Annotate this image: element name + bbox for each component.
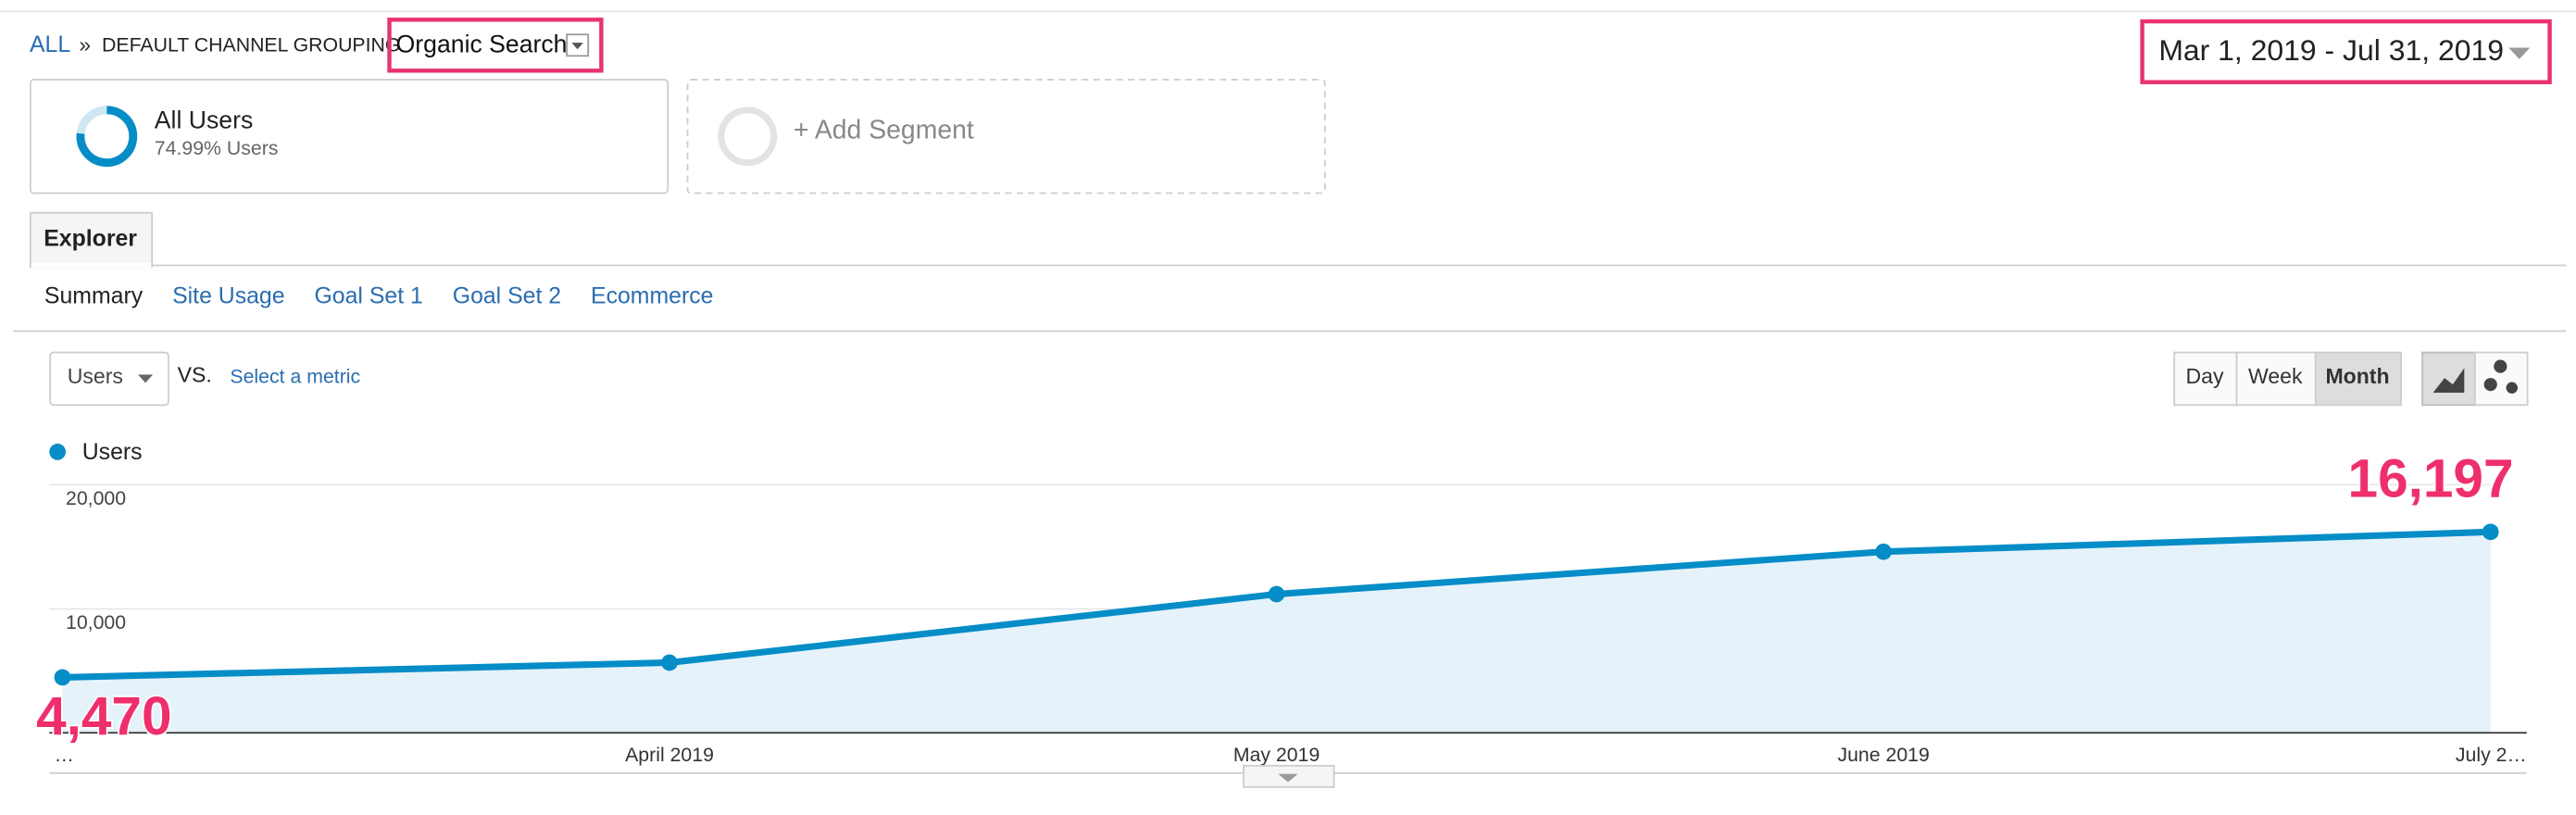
- subtab[interactable]: Ecommerce: [591, 284, 713, 309]
- x-tick-label: July 2…: [2456, 744, 2527, 766]
- breadcrumb-sep: »: [79, 32, 91, 56]
- line-chart-button[interactable]: [2421, 351, 2476, 407]
- period-button[interactable]: [2314, 351, 2402, 407]
- area: [62, 532, 2491, 734]
- highlight-box: [2140, 19, 2552, 84]
- motion-icon: [2506, 382, 2518, 394]
- subtab: Summary: [44, 284, 144, 309]
- subtab[interactable]: Goal Set 1: [314, 284, 422, 309]
- legend-swatch: [49, 444, 66, 460]
- point: [54, 669, 71, 686]
- tab-label: Explorer: [44, 227, 137, 252]
- subtab[interactable]: Goal Set 2: [453, 284, 561, 309]
- period-button[interactable]: [2235, 351, 2317, 407]
- add-segment-circle: [718, 107, 778, 167]
- metric-arrow: [138, 374, 154, 383]
- value-label: 4,470: [36, 686, 171, 746]
- period-button[interactable]: [2173, 351, 2238, 407]
- chart: Users 10,000 20,000 … April 2019 May 2019 June…: [34, 440, 2527, 766]
- value-label: 16,197: [2348, 449, 2514, 509]
- breadcrumb-root[interactable]: ALL: [30, 32, 70, 57]
- y-tick-label: 20,000: [66, 487, 126, 509]
- period-buttons: Day Week Month: [2173, 351, 2402, 407]
- date-arrow: [2508, 47, 2531, 59]
- date-range[interactable]: Mar 1, 2019 - Jul 31, 2019: [2158, 33, 2504, 67]
- point: [2482, 523, 2499, 541]
- metric-label: Users: [68, 364, 123, 388]
- y-tick-label: 10,000: [66, 611, 126, 633]
- point: [661, 654, 678, 671]
- highlight-box: [387, 18, 604, 73]
- x-tick-label: June 2019: [1837, 744, 1929, 766]
- select-metric[interactable]: Select a metric: [230, 366, 360, 388]
- add-segment-card[interactable]: [686, 79, 1326, 194]
- grouping-select[interactable]: Organic Search: [396, 31, 568, 58]
- x-tick-label: April 2019: [625, 744, 714, 766]
- breadcrumb-grouping: DEFAULT CHANNEL GROUPING: [102, 33, 400, 56]
- subtabs: Summary Site Usage Goal Set 1 Goal Set 2 Eco…: [44, 284, 714, 309]
- add-segment[interactable]: + Add Segment: [794, 115, 974, 144]
- x-tick-label: …: [55, 744, 74, 766]
- segment-detail: 74.99% Users: [155, 137, 279, 159]
- period-label: Week: [2248, 364, 2303, 388]
- subtab[interactable]: Site Usage: [172, 284, 284, 309]
- dropdown-arrow: [571, 43, 583, 50]
- point: [1268, 585, 1285, 603]
- tab-gap: [31, 262, 152, 269]
- period-label: Day: [2186, 364, 2224, 388]
- period-label: Month: [2325, 364, 2389, 388]
- segment-donut: [76, 106, 138, 168]
- motion-icon: [2494, 359, 2507, 373]
- segment-name: All Users: [155, 106, 253, 133]
- vs-label: VS.: [178, 362, 212, 386]
- segment-card[interactable]: [29, 79, 669, 194]
- x-tick-label: May 2019: [1233, 744, 1319, 766]
- point: [1875, 543, 1893, 560]
- line-chart-icon: [2432, 368, 2465, 394]
- resize-arrow: [1278, 773, 1298, 783]
- motion-icon: [2483, 378, 2497, 392]
- legend-label: Users: [82, 440, 143, 465]
- metric-select[interactable]: [49, 351, 169, 407]
